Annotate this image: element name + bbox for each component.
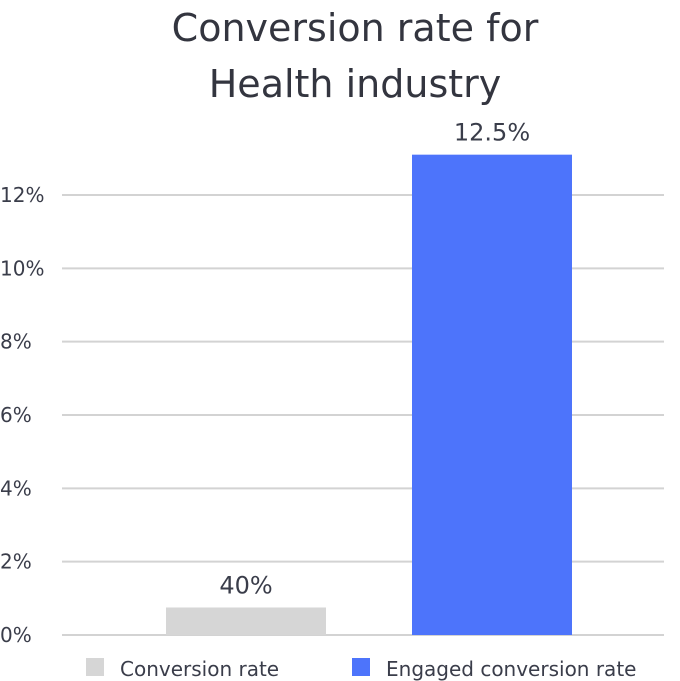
y-tick-label: 8% (0, 330, 32, 354)
y-axis: 0% 2% 4% 6% 8% 10% 12% (0, 183, 44, 647)
legend: Conversion rate Engaged conversion rate (86, 657, 636, 681)
bar-data-label: 12.5% (454, 119, 530, 147)
bars (166, 154, 572, 635)
y-tick-label: 0% (0, 623, 32, 647)
y-tick-label: 2% (0, 550, 32, 574)
data-labels: 40% 12.5% (219, 119, 530, 600)
chart-title-line-1: Conversion rate for (171, 6, 539, 50)
bar-2 (412, 154, 572, 635)
legend-swatch (352, 658, 370, 676)
legend-label: Engaged conversion rate (386, 657, 636, 681)
grid-layer (62, 194, 664, 636)
y-tick-label: 4% (0, 476, 32, 500)
chart-title-line-2: Health industry (208, 62, 502, 106)
y-tick-label: 10% (0, 256, 44, 280)
legend-label: Conversion rate (120, 657, 279, 681)
legend-swatch (86, 658, 104, 676)
y-tick-label: 6% (0, 403, 32, 427)
chart-title: Conversion rate for Health industry (0, 0, 680, 112)
bar-data-label: 40% (219, 572, 272, 600)
bar-1 (166, 607, 326, 635)
y-tick-label: 12% (0, 183, 44, 207)
